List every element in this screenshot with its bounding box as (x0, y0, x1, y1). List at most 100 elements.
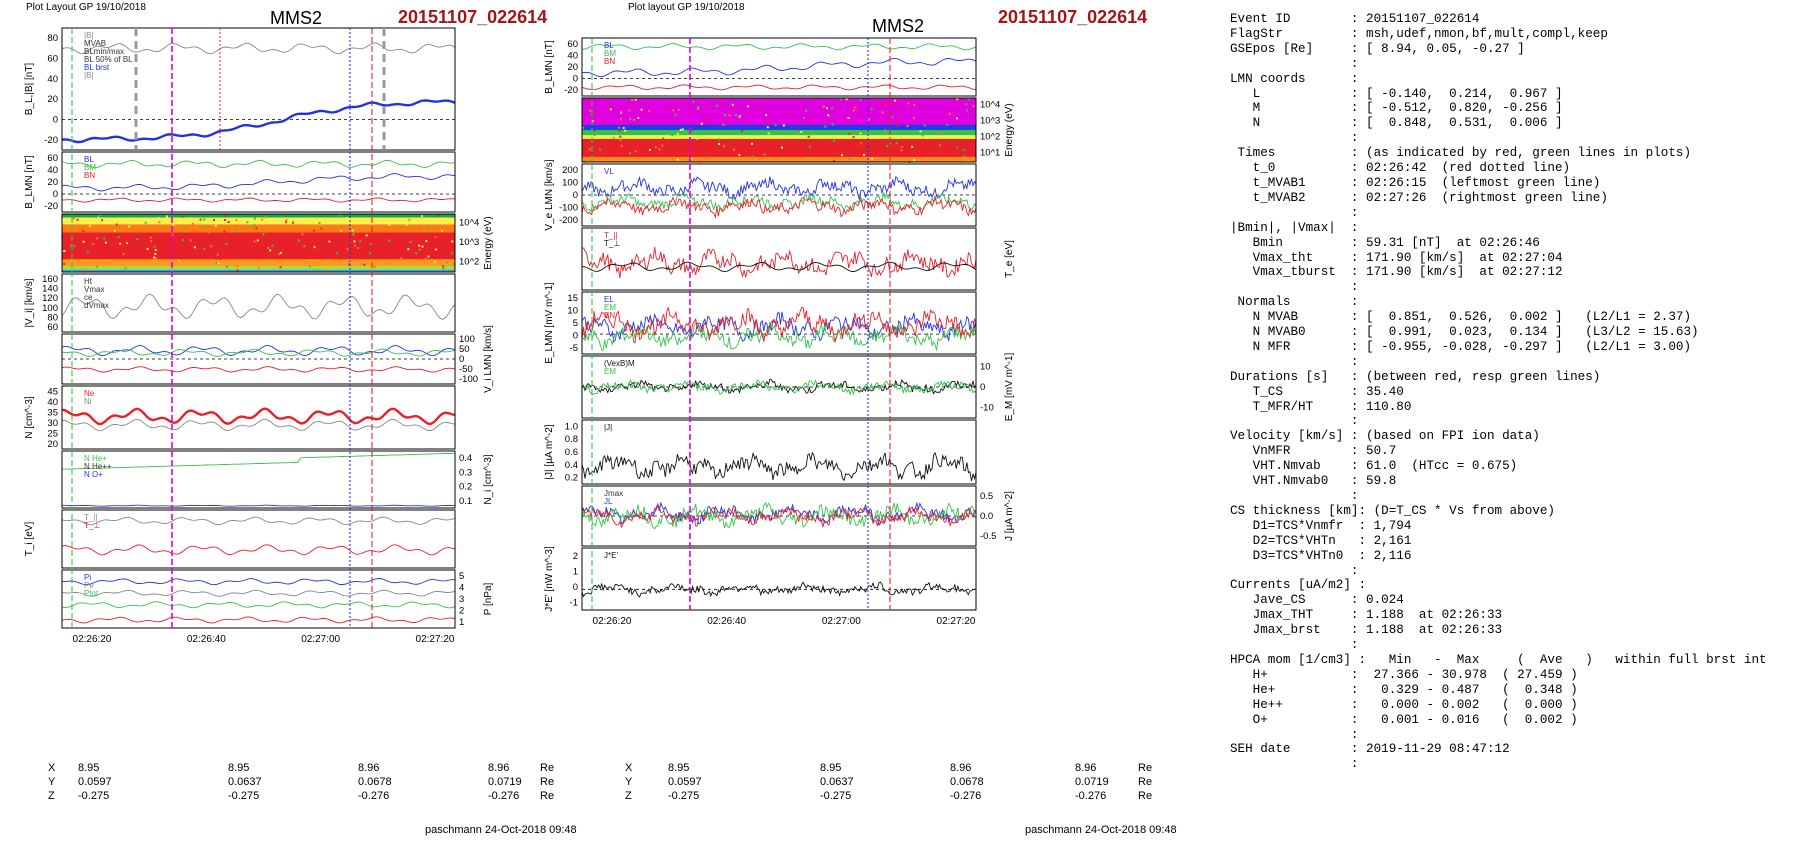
spectrogram-speck (814, 98, 817, 101)
spectrogram-speck (253, 240, 256, 243)
spectrogram-speck (387, 239, 390, 242)
spectrogram-speck (582, 126, 585, 129)
middle-panel-14: 10 0 -10 (VexB)MEM E_M [mV m^-1] (581, 352, 1015, 421)
event-info-panel: Event ID : 20151107_022614 FlagStr : msh,… (1230, 12, 1767, 772)
y-tick-label: 60 (567, 39, 578, 50)
spectrogram-speck (593, 134, 596, 137)
spectrogram-speck (946, 123, 949, 126)
y-tick-label: 0 (573, 330, 578, 341)
spectrogram-speck (805, 109, 808, 112)
spectrogram-speck (119, 242, 122, 245)
spectrogram-speck (966, 109, 969, 112)
info-line: D2=TCS*VHTn : 2,161 (1230, 533, 1412, 548)
spectrogram-speck (883, 103, 886, 106)
y-tick-label: 0.6 (565, 447, 578, 458)
spectrogram-speck (197, 228, 200, 231)
spectrogram-speck (756, 133, 759, 136)
spectrogram-speck (852, 136, 855, 139)
spectrogram-speck (731, 107, 734, 110)
spectrogram-speck (763, 153, 766, 156)
info-line: N : [ 0.848, 0.531, 0.006 ] (1230, 116, 1563, 131)
spectrogram-speck (124, 267, 127, 270)
y-tick-label: 20 (47, 94, 58, 105)
spectrogram-speck (421, 215, 424, 218)
legend-entry: BN (604, 57, 615, 66)
panel-frame (581, 97, 977, 163)
spectrogram-speck (634, 98, 637, 101)
panel-frame (581, 419, 977, 485)
position-value: -0.275 (820, 790, 852, 802)
y-tick-label: 0.5 (980, 491, 993, 502)
legend-entry: BL 50% of BL (84, 55, 133, 64)
legend-entry: EM (604, 303, 616, 312)
spectrogram-speck (82, 230, 85, 233)
time-tick-label: 02:26:20 (593, 616, 632, 627)
spectrogram-speck (153, 256, 156, 259)
spectrogram-speck (782, 124, 785, 127)
spectrogram-speck (72, 217, 75, 220)
spectrogram-speck (845, 98, 848, 101)
spectrogram-speck (217, 262, 220, 265)
middle-event-title: 20151107_022614 (998, 7, 1148, 27)
info-line: Durations [s] : (between red, resp green… (1230, 369, 1601, 384)
spectrogram-speck (876, 153, 879, 156)
y-tick-label: 0.4 (565, 460, 578, 471)
spectrogram-speck (91, 270, 94, 273)
middle-layout-label: Plot layout GP 19/10/2018 (628, 2, 745, 13)
spectrogram-speck (388, 223, 391, 226)
spectrogram-speck (676, 158, 679, 161)
spectrogram-speck (409, 241, 412, 244)
y-tick-label: 10 (980, 361, 991, 372)
info-line: t_0 : 02:26:42 (red dotted line) (1230, 161, 1571, 176)
middle-footer: paschmann 24-Oct-2018 09:48 (1025, 824, 1177, 836)
legend-entry: BL (604, 41, 614, 50)
spectrogram-speck (893, 99, 896, 102)
y-tick-label: 10^2 (459, 256, 479, 267)
y-axis-label: B_L,|B| [nT] (24, 63, 35, 116)
legend-entry: N O+ (84, 470, 103, 479)
series-line-Pi (62, 578, 455, 586)
legend-entry: N He++ (84, 462, 112, 471)
time-tick-label: 02:26:40 (707, 616, 746, 627)
spectrogram-speck (353, 240, 356, 243)
spectrogram-speck (215, 261, 218, 264)
spectrogram-speck (285, 218, 288, 221)
spectrogram-speck (236, 265, 239, 268)
y-tick-label: 0 (53, 115, 58, 126)
y-tick-label: -50 (459, 364, 473, 375)
spectrogram-speck (442, 267, 445, 270)
spectrogram-speck (948, 112, 951, 115)
spectrogram-speck (880, 102, 883, 105)
spectrogram-speck (227, 220, 230, 223)
spectrogram-speck (767, 158, 770, 161)
position-unit: Re (1138, 790, 1153, 802)
spectrogram-speck (357, 247, 360, 250)
y-axis-label: B_LMN [nT] (24, 155, 35, 209)
series-line-J*E' (581, 581, 977, 598)
spectrogram-speck (622, 127, 625, 130)
y-tick-label: 1 (459, 617, 464, 628)
spectrogram-speck (172, 223, 175, 226)
spectrogram-speck (674, 113, 677, 116)
spectrogram-speck (802, 150, 805, 153)
legend-entry: Ni (84, 397, 92, 406)
spectrogram-speck (717, 138, 720, 141)
time-tick-label: 02:27:00 (301, 634, 340, 645)
spectrogram-speck (63, 249, 66, 252)
spectrogram-band (582, 156, 976, 163)
spectrogram-speck (848, 132, 851, 135)
y-tick-label: -200 (559, 215, 578, 226)
legend-entry: EL (604, 295, 614, 304)
series-line-(VexB)M (581, 378, 977, 395)
panel-frame (581, 355, 977, 419)
series-line-BM (61, 159, 456, 169)
panel-frame (581, 485, 977, 547)
info-line: GSEpos [Re] : [ 8.94, 0.05, -0.27 ] (1230, 41, 1525, 56)
spectrogram-speck (700, 122, 703, 125)
y-tick-label: 60 (47, 54, 58, 65)
spectrogram-speck (747, 105, 750, 108)
y-tick-label: 200 (562, 165, 578, 176)
series-line-VL (581, 175, 977, 202)
spectrogram-speck (854, 106, 857, 109)
